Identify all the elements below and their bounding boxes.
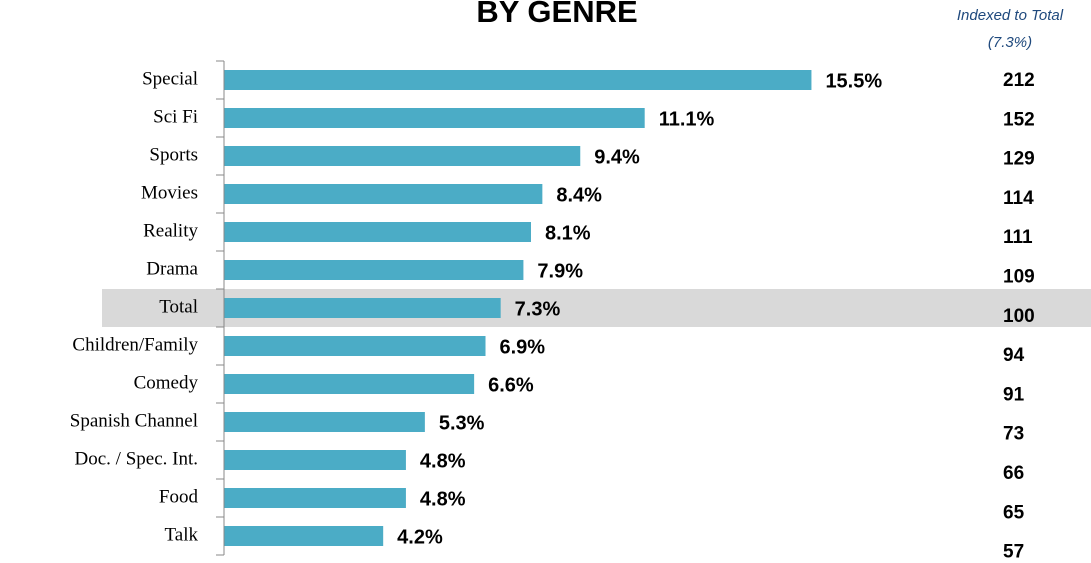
index-value: 57 [1003,542,1024,563]
category-label: Drama [146,258,198,279]
bar [224,450,406,470]
index-header: Indexed to Total [957,7,1064,24]
value-label: 4.2% [397,526,443,548]
bar [224,526,384,546]
category-label: Sports [149,144,198,165]
bar [224,184,543,204]
value-label: 6.6% [488,374,534,396]
value-label: 8.4% [556,184,602,206]
index-value: 100 [1003,306,1035,327]
value-label: 7.3% [515,298,561,320]
index-header: (7.3%) [988,34,1032,51]
category-label: Special [142,68,198,89]
bar [224,374,475,394]
index-value: 109 [1003,267,1035,288]
index-value: 66 [1003,463,1024,484]
value-label: 4.8% [420,450,466,472]
bar [224,298,501,318]
category-label: Talk [165,524,199,545]
bar [224,488,406,508]
bar [224,336,486,356]
category-label: Movies [141,182,198,203]
value-label: 7.9% [537,260,583,282]
value-label: 8.1% [545,222,591,244]
index-value: 65 [1003,502,1025,523]
category-label: Total [159,296,198,317]
index-value: 73 [1003,424,1024,445]
value-label: 15.5% [825,70,882,92]
index-value: 94 [1003,345,1025,366]
index-value: 129 [1003,149,1035,170]
category-label: Children/Family [72,334,198,355]
bar [224,222,531,242]
index-value: 152 [1003,109,1035,130]
index-value: 212 [1003,70,1035,91]
bar [224,412,425,432]
value-label: 6.9% [500,336,546,358]
category-label: Sci Fi [153,106,198,127]
category-label: Spanish Channel [70,410,198,431]
category-label: Doc. / Spec. Int. [75,448,198,469]
category-label: Food [159,486,199,507]
bar [224,108,645,128]
index-value: 91 [1003,384,1025,405]
value-label: 5.3% [439,412,485,434]
value-label: 11.1% [659,108,715,130]
bar [224,146,581,166]
bar [224,70,812,90]
category-label: Comedy [134,372,199,393]
category-label: Reality [143,220,198,241]
index-value: 114 [1003,188,1034,209]
chart-title: BY GENRE [476,0,637,29]
index-value: 111 [1003,227,1033,248]
value-label: 4.8% [420,488,466,510]
bar [224,260,524,280]
value-label: 9.4% [594,146,640,168]
